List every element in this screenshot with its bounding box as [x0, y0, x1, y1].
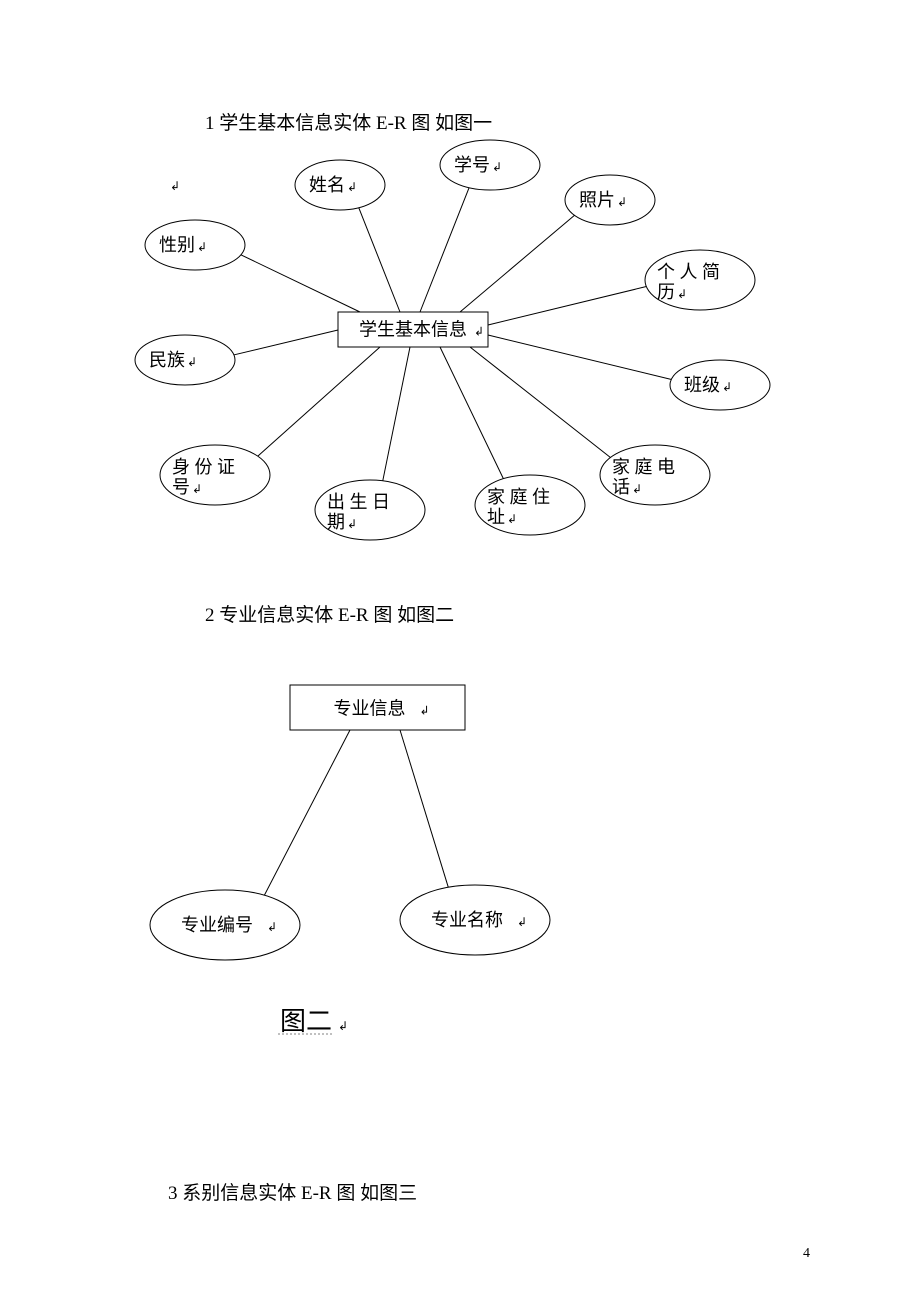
svg-text:↲: ↲: [507, 512, 517, 526]
svg-text:↲: ↲: [338, 1019, 348, 1033]
svg-text:↲: ↲: [632, 482, 642, 496]
svg-text:家 庭 住: 家 庭 住: [487, 487, 550, 507]
svg-text:出 生 日: 出 生 日: [327, 492, 390, 512]
svg-text:民族: 民族: [149, 350, 185, 370]
svg-text:↲: ↲: [192, 482, 202, 496]
svg-text:图二: 图二: [280, 1007, 332, 1036]
svg-text:↲: ↲: [474, 325, 484, 339]
svg-text:址: 址: [487, 507, 505, 527]
svg-text:班级: 班级: [684, 375, 720, 395]
svg-text:↲: ↲: [420, 704, 430, 718]
svg-text:↲: ↲: [492, 160, 502, 174]
svg-text:↲: ↲: [347, 517, 357, 531]
svg-text:个 人 简: 个 人 简: [657, 262, 720, 282]
svg-text:专业信息: 专业信息: [334, 699, 406, 719]
svg-text:家 庭 电: 家 庭 电: [612, 457, 675, 477]
entity-label: 学生基本信息: [359, 320, 467, 340]
svg-text:专业编号: 专业编号: [181, 915, 253, 935]
svg-text:学号: 学号: [454, 155, 490, 175]
page: 1 学生基本信息实体 E-R 图 如图一 2 专业信息实体 E-R 图 如图二 …: [0, 0, 920, 1302]
svg-text:↲: ↲: [617, 195, 627, 209]
page-number: 4: [803, 1246, 810, 1262]
svg-text:↲: ↲: [517, 915, 527, 929]
svg-text:性别: 性别: [159, 235, 195, 255]
diagram-2: 专业信息 ↲ 专业编号 ↲ 专业名称 ↲ 图二 ↲: [150, 685, 550, 1036]
svg-text:身 份 证: 身 份 证: [172, 457, 235, 477]
svg-text:↲: ↲: [197, 240, 207, 254]
svg-text:话: 话: [612, 477, 630, 497]
svg-text:↲: ↲: [187, 355, 197, 369]
svg-text:↲: ↲: [722, 380, 732, 394]
er-diagrams-svg: 学生基本信息↲↲姓名↲学号↲照片↲个 人 简历↲班级↲家 庭 电话↲家 庭 住址…: [0, 0, 920, 1302]
svg-text:↲: ↲: [170, 179, 180, 193]
svg-text:↲: ↲: [267, 920, 277, 934]
svg-text:照片: 照片: [579, 190, 615, 210]
svg-text:期: 期: [327, 512, 345, 532]
svg-text:↲: ↲: [677, 287, 687, 301]
svg-text:↲: ↲: [347, 180, 357, 194]
svg-text:姓名: 姓名: [309, 175, 345, 195]
diagram-1: 学生基本信息↲↲姓名↲学号↲照片↲个 人 简历↲班级↲家 庭 电话↲家 庭 住址…: [135, 140, 770, 540]
svg-text:专业名称: 专业名称: [431, 910, 503, 930]
svg-text:号: 号: [172, 477, 190, 497]
svg-text:历: 历: [657, 282, 675, 302]
